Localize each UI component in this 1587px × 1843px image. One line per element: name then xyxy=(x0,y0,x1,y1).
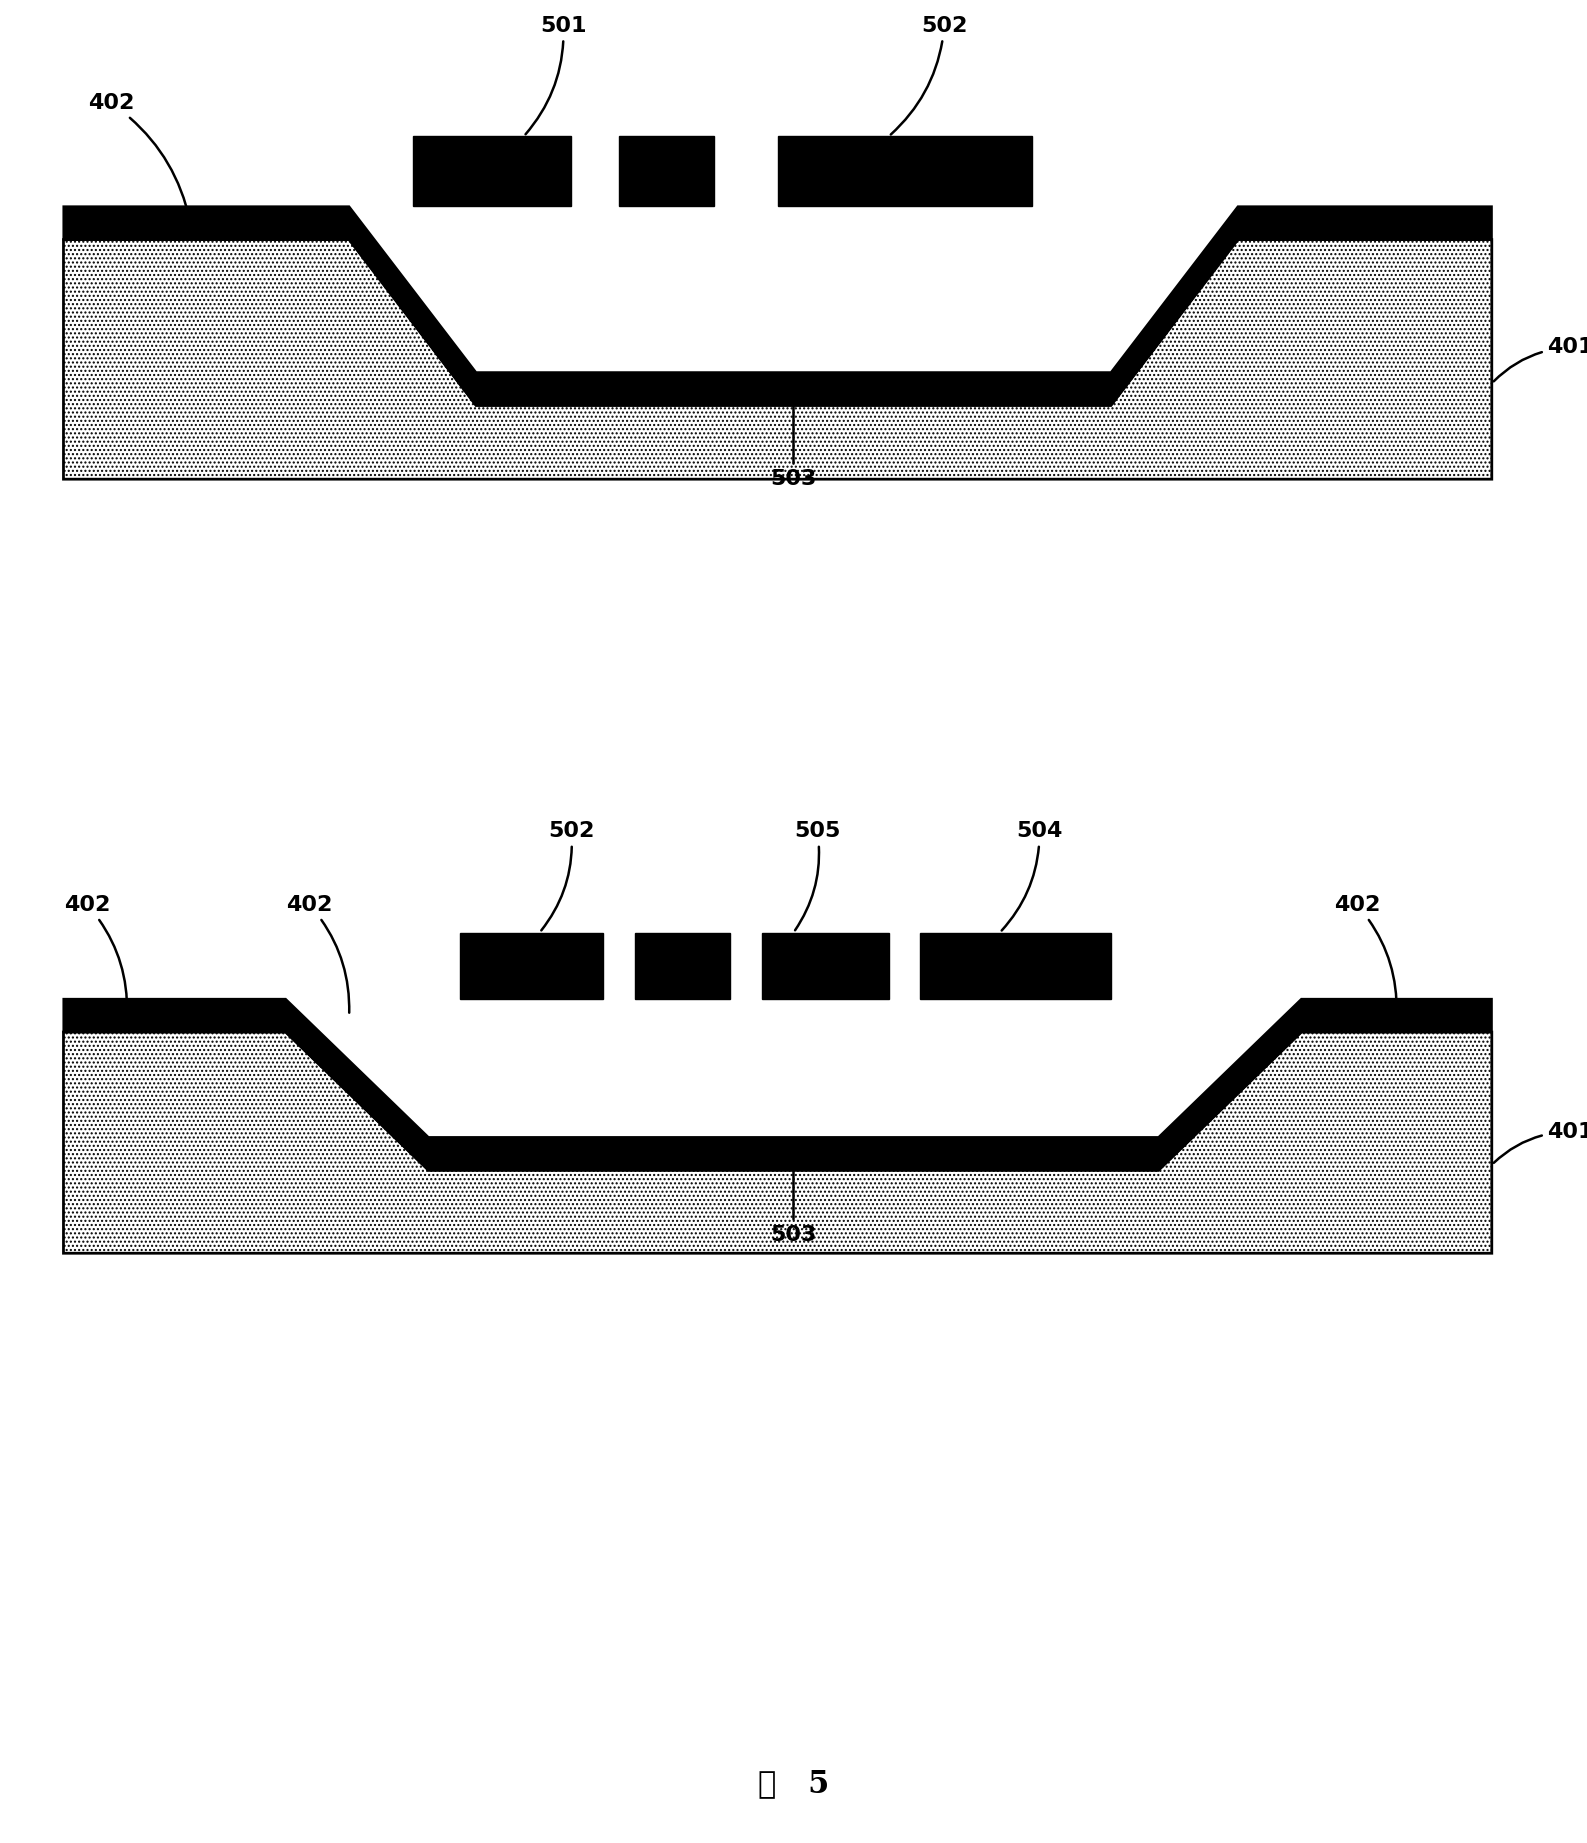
Text: 402: 402 xyxy=(63,896,127,1012)
Polygon shape xyxy=(413,136,571,206)
Text: 402: 402 xyxy=(286,896,349,1012)
Polygon shape xyxy=(619,136,714,206)
Text: 401: 401 xyxy=(1493,337,1587,382)
Polygon shape xyxy=(63,1032,1492,1253)
Text: 505: 505 xyxy=(794,822,841,931)
Polygon shape xyxy=(920,933,1111,999)
Text: 502: 502 xyxy=(890,17,968,135)
Polygon shape xyxy=(460,933,603,999)
Polygon shape xyxy=(63,240,1492,479)
Text: 502: 502 xyxy=(541,822,595,931)
Polygon shape xyxy=(63,999,1492,1170)
Text: 503: 503 xyxy=(770,393,817,488)
Text: 402: 402 xyxy=(1333,896,1397,1012)
Polygon shape xyxy=(63,206,1492,405)
Text: 图   5: 图 5 xyxy=(759,1769,828,1799)
Text: 402: 402 xyxy=(87,94,190,221)
Text: 503: 503 xyxy=(770,1157,817,1244)
Text: 401: 401 xyxy=(1493,1122,1587,1163)
Text: 501: 501 xyxy=(525,17,587,135)
Polygon shape xyxy=(762,933,889,999)
Text: 504: 504 xyxy=(1001,822,1063,931)
Polygon shape xyxy=(635,933,730,999)
Polygon shape xyxy=(778,136,1032,206)
